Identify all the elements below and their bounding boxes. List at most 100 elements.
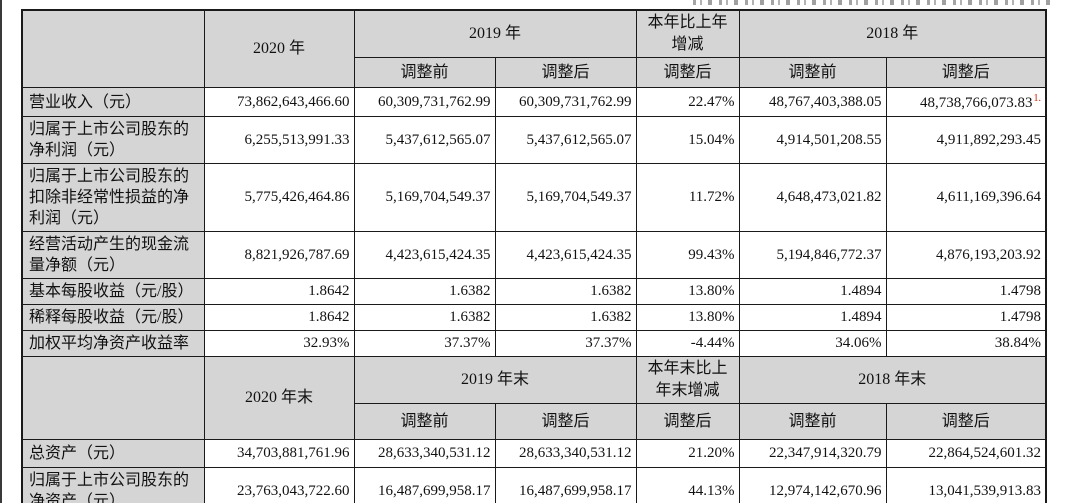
value-cell: 37.37% — [494, 330, 637, 357]
value-cell: 5,775,426,464.86 — [203, 163, 355, 232]
value-cell: 4,423,615,424.35 — [353, 231, 496, 279]
value-cell: 38.84% — [885, 330, 1047, 357]
value-cell: 1.4798 — [885, 304, 1047, 331]
table-subheader-row: 调整前 调整后 调整后 调整前 调整后 — [22, 57, 1047, 88]
value-cell: 1.6382 — [494, 278, 637, 305]
value-cell: 11.72% — [635, 163, 740, 232]
row-label: 归属于上市公司股东的净利润（元） — [21, 116, 205, 164]
table-row-total-assets: 总资产（元） 34,703,881,761.96 28,633,340,531.… — [21, 439, 1047, 468]
value-cell: 44.13% — [635, 467, 740, 503]
value-cell: 5,194,846,772.37 — [738, 231, 887, 279]
value-cell: 12,974,142,670.96 — [738, 467, 887, 503]
column-header-2018-yearend: 2018 年末 — [738, 356, 1047, 404]
row-label: 归属于上市公司股东的扣除非经常性损益的净利润（元） — [21, 163, 205, 232]
value-cell: 37.37% — [353, 330, 496, 357]
value-cell: 5,437,612,565.07 — [353, 116, 496, 164]
value-cell: 1.8642 — [203, 278, 355, 305]
table-subheader-row-yearend: 调整前 调整后 调整后 调整前 调整后 — [22, 403, 1047, 440]
column-header-2020-yearend: 2020 年末 — [203, 356, 355, 440]
value-cell: 4,876,193,203.92 — [885, 231, 1047, 279]
value-cell: 15.04% — [635, 116, 740, 164]
value-cell: 1.6382 — [353, 278, 496, 305]
page-edge-line — [0, 0, 2, 503]
column-header-yearend-change: 本年末比上年末增减 — [635, 356, 740, 404]
subheader-2019-pre: 调整前 — [353, 57, 496, 88]
table-header-row: 2020 年 2019 年 本年比上年增减 2018 年 — [21, 9, 1047, 88]
value-cell: 21.20% — [635, 439, 740, 468]
value-cell: 1.6382 — [353, 304, 496, 331]
value-cell: 5,169,704,549.37 — [494, 163, 637, 232]
value-cell: 28,633,340,531.12 — [494, 439, 637, 468]
column-header-2019-yearend: 2019 年末 — [353, 356, 637, 404]
value-cell: 48,767,403,388.05 — [738, 87, 887, 117]
value-cell: 34.06% — [738, 330, 887, 357]
value-cell: 5,169,704,549.37 — [353, 163, 496, 232]
value-cell: 16,487,699,958.17 — [353, 467, 496, 503]
value-cell: 22.47% — [635, 87, 740, 117]
row-label: 加权平均净资产收益率 — [21, 330, 205, 357]
table-row-net-profit-excl-nonrecurring: 归属于上市公司股东的扣除非经常性损益的净利润（元） 5,775,426,464.… — [21, 163, 1047, 232]
value-cell: 1.4894 — [738, 304, 887, 331]
value-cell: 13.80% — [635, 278, 740, 305]
value-cell: 23,763,043,722.60 — [203, 467, 355, 503]
value-cell: 1.4798 — [885, 278, 1047, 305]
value-cell: 13,041,539,913.83 — [885, 467, 1047, 503]
value-cell: 60,309,731,762.99 — [353, 87, 496, 117]
clipped-text-remnant — [693, 0, 1050, 5]
value-cell: 22,864,524,601.32 — [885, 439, 1047, 468]
value-cell: 99.43% — [635, 231, 740, 279]
table-row-net-assets: 归属于上市公司股东的净资产（元） 23,763,043,722.60 16,48… — [21, 467, 1047, 503]
row-label: 稀释每股收益（元/股） — [21, 304, 205, 331]
value-cell: 4,423,615,424.35 — [494, 231, 637, 279]
value-cell: 48,738,766,073.831. — [885, 87, 1047, 117]
column-header-2019: 2019 年 — [353, 9, 637, 58]
value-cell: 13.80% — [635, 304, 740, 331]
value-cell: 1.8642 — [203, 304, 355, 331]
value-text: 48,738,766,073.83 — [920, 94, 1033, 111]
table-row-basic-eps: 基本每股收益（元/股） 1.8642 1.6382 1.6382 13.80% … — [21, 278, 1047, 305]
row-label: 经营活动产生的现金流量净额（元） — [21, 231, 205, 279]
value-cell: 5,437,612,565.07 — [494, 116, 637, 164]
row-label: 基本每股收益（元/股） — [21, 278, 205, 305]
column-header-2020: 2020 年 — [203, 9, 355, 88]
subheader-change-post: 调整后 — [635, 57, 740, 88]
table-header-row-yearend: 2020 年末 2019 年末 本年末比上年末增减 2018 年末 — [21, 356, 1047, 440]
financial-summary-table: 2020 年 2019 年 本年比上年增减 2018 年 调整前 调整后 调整后… — [21, 9, 1048, 503]
row-label: 营业收入（元） — [21, 87, 205, 117]
table-row-diluted-eps: 稀释每股收益（元/股） 1.8642 1.6382 1.6382 13.80% … — [21, 304, 1047, 331]
value-cell: 22,347,914,320.79 — [738, 439, 887, 468]
table-row-operating-cash-flow: 经营活动产生的现金流量净额（元） 8,821,926,787.69 4,423,… — [21, 231, 1047, 279]
value-cell: 4,648,473,021.82 — [738, 163, 887, 232]
subheader-change-post: 调整后 — [635, 403, 740, 440]
value-cell: 1.4894 — [738, 278, 887, 305]
value-cell: 4,914,501,208.55 — [738, 116, 887, 164]
table-row-net-profit: 归属于上市公司股东的净利润（元） 6,255,513,991.33 5,437,… — [21, 116, 1047, 164]
subheader-2018-pre: 调整前 — [738, 57, 887, 88]
value-cell: 1.6382 — [494, 304, 637, 331]
value-cell: 60,309,731,762.99 — [494, 87, 637, 117]
corner-cell — [21, 356, 205, 440]
row-label: 总资产（元） — [21, 439, 205, 468]
table-row-revenue: 营业收入（元） 73,862,643,466.60 60,309,731,762… — [21, 87, 1047, 117]
subheader-2019-post: 调整后 — [494, 57, 637, 88]
value-cell: -4.44% — [635, 330, 740, 357]
value-cell: 16,487,699,958.17 — [494, 467, 637, 503]
value-cell: 6,255,513,991.33 — [203, 116, 355, 164]
subheader-2019-pre: 调整前 — [353, 403, 496, 440]
row-label: 归属于上市公司股东的净资产（元） — [21, 467, 205, 503]
corner-cell — [21, 9, 205, 88]
value-cell: 8,821,926,787.69 — [203, 231, 355, 279]
value-cell: 4,911,892,293.45 — [885, 116, 1047, 164]
column-header-yoy-change: 本年比上年增减 — [635, 9, 740, 58]
value-cell: 34,703,881,761.96 — [203, 439, 355, 468]
value-cell: 73,862,643,466.60 — [203, 87, 355, 117]
value-cell: 4,611,169,396.64 — [885, 163, 1047, 232]
footnote-marker: 1. — [1033, 92, 1042, 104]
table-row-weighted-avg-roe: 加权平均净资产收益率 32.93% 37.37% 37.37% -4.44% 3… — [21, 330, 1047, 357]
subheader-2019-post: 调整后 — [494, 403, 637, 440]
subheader-2018-post: 调整后 — [885, 57, 1047, 88]
column-header-2018: 2018 年 — [738, 9, 1047, 58]
value-cell: 28,633,340,531.12 — [353, 439, 496, 468]
value-cell: 32.93% — [203, 330, 355, 357]
